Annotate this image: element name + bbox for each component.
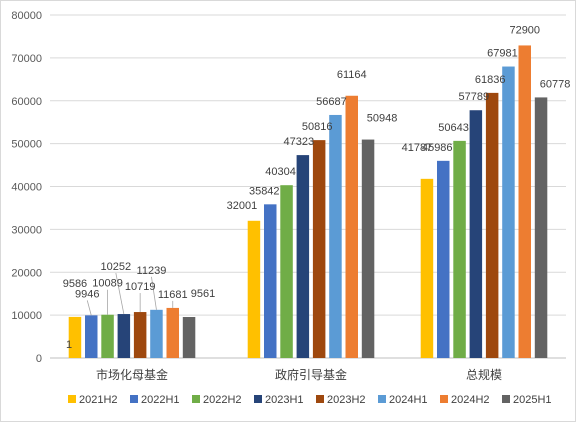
bar-2025H1-1 [361,139,375,358]
leader-line [151,276,157,310]
y-tick-label: 0 [36,353,42,365]
data-label: 50643 [438,122,469,134]
bar-2025H1-0 [182,317,196,358]
data-label: 9561 [191,288,215,300]
data-label: 10719 [125,281,156,293]
bar-2023H1-1 [296,155,310,358]
bar-2023H2-0 [133,312,147,358]
data-label: 9946 [75,288,99,300]
bar-2023H2-2 [485,92,499,359]
data-label: 32001 [227,200,258,212]
data-label: 45986 [422,142,453,154]
data-label: 57789 [459,91,490,103]
bar-2024H2-2 [518,45,531,358]
legend-label: 2021H2 [79,394,118,406]
x-axis: 市场化母基金 政府引导基金 总规模 [96,367,502,382]
data-label: 47323 [284,136,315,148]
legend-label: 2023H2 [327,394,366,406]
y-tick-label: 60000 [11,96,42,108]
annotation-label: 1 [66,339,72,351]
data-label: 61836 [475,74,506,86]
data-label: 60778 [540,78,571,90]
bars [68,45,548,359]
y-tick-label: 10000 [11,310,42,322]
legend-label: 2022H2 [203,394,242,406]
y-tick-label: 20000 [11,267,42,279]
legend-swatch [502,395,510,403]
legend-label: 2024H2 [451,394,490,406]
data-label: 10089 [92,278,123,290]
data-label: 41787 [402,142,433,154]
y-axis: 0 10000 20000 30000 40000 50000 60000 70000 8000… [11,10,42,365]
bar-2021H2-1 [247,220,261,358]
data-label: 56687 [316,96,347,108]
y-tick-label: 40000 [11,182,42,194]
y-tick-label: 80000 [11,10,42,22]
data-label: 35842 [249,185,280,197]
data-label: 61164 [337,69,367,81]
legend-swatch [192,395,200,403]
bar-2022H2-2 [453,140,466,358]
bar-2024H1-0 [150,309,163,358]
legend-label: 2025H1 [513,394,552,406]
bar-2024H2-0 [166,307,179,358]
legend-swatch [68,395,76,403]
legend-swatch [254,395,262,403]
data-label: 11681 [158,289,188,301]
data-label: 67981 [487,48,518,60]
y-tick-label: 50000 [11,139,42,151]
bar-2024H2-1 [345,95,358,359]
data-label: 40304 [265,166,296,178]
legend-swatch [378,395,386,403]
leader-line [115,272,125,315]
y-tick-label: 70000 [11,53,42,65]
bar-2024H1-1 [329,114,342,358]
bar-2021H2-0 [68,316,82,358]
bar-2025H1-2 [534,97,548,359]
bar-2022H2-1 [280,185,293,358]
data-label: 50816 [302,121,333,133]
bar-2022H1-0 [85,315,98,358]
data-label: 11239 [137,265,167,277]
bar-2021H2-2 [420,178,434,358]
data-label: 9586 [63,278,87,290]
category-label: 市场化母基金 [96,367,168,382]
legend-swatch [440,395,448,403]
bar-2022H1-2 [437,160,450,358]
legend-label: 2022H1 [141,394,180,406]
legend-label: 2023H1 [265,394,304,406]
bar-2023H2-1 [312,140,326,358]
y-tick-label: 30000 [11,224,42,236]
bar-2022H1-1 [264,204,277,358]
legend-swatch [130,395,138,403]
category-label: 政府引导基金 [275,367,347,382]
legend: 2021H2 2022H1 2022H2 2023H1 2023H2 2024H1 2024… [68,394,552,406]
legend-swatch [316,395,324,403]
bar-2023H1-2 [469,110,483,358]
bar-2022H2-0 [101,314,114,358]
data-label: 50948 [367,113,398,125]
bar-2024H1-2 [502,66,515,358]
category-label: 总规模 [466,367,502,382]
data-label: 72900 [509,24,540,36]
legend-label: 2024H1 [389,394,428,406]
bar-2023H1-0 [117,314,131,358]
leader-lines [86,272,174,316]
leader-line [86,300,92,316]
data-label: 10252 [101,261,132,273]
